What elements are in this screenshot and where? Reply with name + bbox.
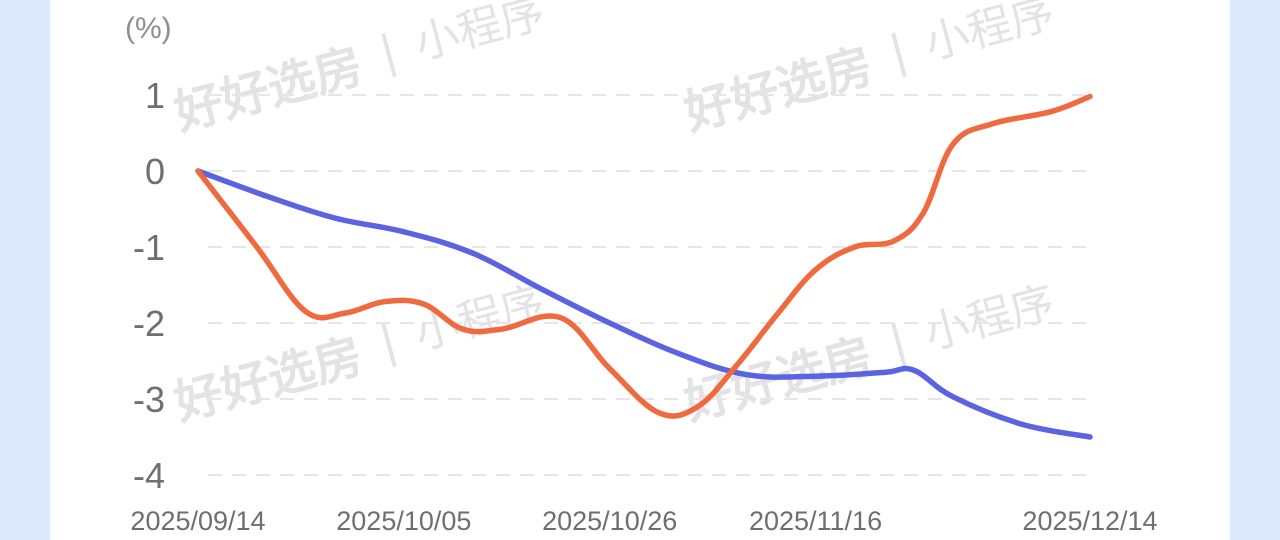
watermark-separator: | <box>375 25 401 79</box>
y-tick-label: 0 <box>145 151 165 192</box>
x-tick-label: 2025/12/14 <box>1022 506 1157 536</box>
y-tick-label: -1 <box>133 227 165 268</box>
watermark-suffix: 小程序 <box>920 0 1060 69</box>
grid-lines <box>208 94 1086 476</box>
x-tick-label: 2025/10/05 <box>336 506 471 536</box>
watermark-brand: 好好选房 <box>678 330 878 431</box>
watermark-brand: 好好选房 <box>168 40 368 141</box>
x-tick-label: 2025/09/14 <box>130 506 265 536</box>
watermark-separator: | <box>885 25 911 79</box>
watermark-suffix: 小程序 <box>410 0 550 69</box>
y-axis-ticks: 1 0 -1 -2 -3 -4 <box>133 75 165 496</box>
y-tick-label: -3 <box>133 379 165 420</box>
x-tick-label: 2025/11/16 <box>749 506 882 536</box>
watermark-suffix: 小程序 <box>920 278 1060 359</box>
watermark-brand: 好好选房 <box>678 40 878 141</box>
watermark: 好好选房 | 小程序 好好选房 | 小程序 好好选房 | 小程序 好好选房 | … <box>168 0 1060 431</box>
y-tick-label: -4 <box>133 455 165 496</box>
x-axis-ticks: 2025/09/14 2025/10/05 2025/10/26 2025/11/16… <box>130 506 1157 536</box>
series-line-2 <box>195 93 1093 419</box>
line-chart: 好好选房 | 小程序 好好选房 | 小程序 好好选房 | 小程序 好好选房 | … <box>125 0 1158 536</box>
y-tick-label: 1 <box>145 75 165 116</box>
series-lines <box>195 93 1093 440</box>
chart-panel: 好好选房 | 小程序 好好选房 | 小程序 好好选房 | 小程序 好好选房 | … <box>50 0 1230 540</box>
y-axis-unit-label: (%) <box>125 12 172 45</box>
y-tick-label: -2 <box>133 303 165 344</box>
x-tick-label: 2025/10/26 <box>542 506 677 536</box>
watermark-brand: 好好选房 <box>168 330 368 431</box>
series-line-1 <box>195 168 1093 440</box>
